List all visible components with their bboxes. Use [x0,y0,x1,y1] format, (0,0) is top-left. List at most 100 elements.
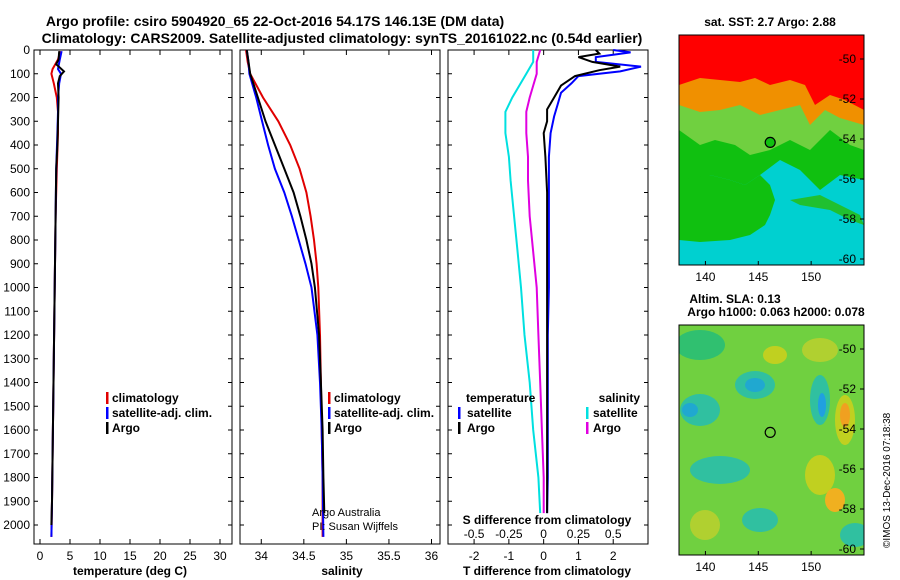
lat-tick-label: -50 [839,342,857,356]
temperature-legend: climatology satellite-adj. clim. Argo [106,391,212,435]
y-tick-label: 0 [23,43,30,57]
legend-swatch-s-satellite [586,407,589,419]
lat-tick-label: -56 [839,462,857,476]
lon-tick-label: 140 [695,560,715,574]
lat-tick-label: -54 [839,422,857,436]
x-tick-label: 34.5 [292,549,316,563]
lat-tick-label: -52 [839,92,857,106]
y-tick-label: 1400 [3,376,30,390]
sst-map: sat. SST: 2.7 Argo: 2.88 140 145 150 -50 -52… [678,15,865,284]
y-tick-label: 300 [10,114,30,128]
x-tick-label: -2 [469,549,480,563]
annotation-argo-australia: Argo Australia [312,507,381,519]
x-tick-label: -1 [504,549,515,563]
series-line [504,50,542,514]
lat-tick-label: -50 [839,52,857,66]
sla-field [679,325,864,555]
y-tick-label: 1500 [3,399,30,413]
lon-tick-label: 150 [801,560,821,574]
title-line-2: Climatology: CARS2009. Satellite-adjuste… [42,30,643,46]
legend-swatch-climatology [328,392,331,404]
legend-swatch-s-argo [586,422,589,434]
x2-tick-label: 0.25 [567,527,591,541]
salinity-legend: climatology satellite-adj. clim. Argo [328,391,434,435]
y-tick-label: 100 [10,67,30,81]
x-tick-label: 25 [183,549,197,563]
legend-title-salinity: salinity [599,391,641,405]
legend-swatch-satellite [106,407,109,419]
lat-tick-label: -58 [839,502,857,516]
sst-map-axes: 140 145 150 -50 -52 -54 -56 -58 -60 [695,52,864,284]
y-tick-label: 1900 [3,494,30,508]
x-tick-label: 36 [425,549,439,563]
imos-stamp: ©IMOS 13-Dec-2016 07:18:38 [882,412,893,548]
legend-swatch-argo [328,422,331,434]
legend-swatch-satellite [328,407,331,419]
legend-label-climatology: climatology [112,391,179,405]
sst-field [679,35,864,265]
temperature-axis-ticks: 0 5 10 15 20 25 30 [37,50,227,563]
y-tick-label: 1100 [4,304,30,318]
legend-label-t-argo: Argo [467,421,495,435]
x-tick-label: 2 [610,549,617,563]
s-difference-axis-ticks: -0.5 -0.25 0 0.25 0.5 [464,527,622,541]
legend-label-s-argo: Argo [593,421,621,435]
difference-series [504,49,642,514]
y-tick-label: 600 [10,186,30,200]
salinity-panel: 34 34.5 35 35.5 36 salinity climatology sate… [239,49,441,578]
difference-panel: -2 -1 0 1 2 -0.5 -0.25 0 0.25 0.5 S difference f… [447,49,649,578]
legend-label-argo: Argo [334,421,362,435]
legend-swatch-t-satellite [458,407,461,419]
sla-map-axes: 140 145 150 -50 -52 -54 -56 -58 -60 [695,342,864,574]
temperature-panel: 0100200300400500600700800900100011001200… [3,43,233,578]
series-line [245,49,326,514]
argo-position-marker [764,136,776,148]
sst-map-title: sat. SST: 2.7 Argo: 2.88 [704,15,836,29]
y-tick-label: 1300 [3,352,30,366]
legend-title-temperature: temperature [466,391,536,405]
y-tick-label: 200 [10,91,30,105]
series-line [50,51,66,526]
temperature-axis-label: temperature (deg C) [73,564,187,578]
lon-tick-label: 140 [695,270,715,284]
sla-map: Altim. SLA: 0.13 Argo h1000: 0.063 h2000… [678,292,865,574]
lat-tick-label: -58 [839,212,857,226]
series-line [542,49,621,514]
legend-swatch-argo [106,422,109,434]
y-tick-label: 800 [10,233,30,247]
legend-label-satellite: satellite-adj. clim. [112,406,212,420]
lat-tick-label: -60 [839,542,857,556]
y-tick-label: 2000 [3,518,30,532]
x-tick-label: 35 [340,549,354,563]
x-tick-label: 34 [255,549,269,563]
x-tick-label: 15 [123,549,137,563]
salinity-axis-ticks: 34 34.5 35 35.5 36 [240,49,440,563]
x-tick-label: 5 [67,549,74,563]
legend-label-t-satellite: satellite [467,406,512,420]
legend-label-argo: Argo [112,421,140,435]
lat-tick-label: -52 [839,382,857,396]
sla-map-title-2: Argo h1000: 0.063 h2000: 0.078 [687,305,865,319]
legend-label-satellite: satellite-adj. clim. [334,406,434,420]
y-tick-label: 900 [10,257,30,271]
y-tick-label: 700 [10,209,30,223]
argo-position-marker [764,426,776,438]
x-tick-label: 35.5 [377,549,401,563]
lon-tick-label: 145 [748,270,768,284]
difference-legend: temperature satellite Argo salinity sate… [458,391,640,435]
annotation-pi: PI: Susan Wijffels [312,521,398,533]
y-tick-label: 500 [10,162,30,176]
s-difference-axis-label: S difference from climatology [463,513,632,527]
lon-tick-label: 145 [748,560,768,574]
y-tick-label: 1000 [3,281,30,295]
lat-tick-label: -54 [839,132,857,146]
salinity-axis-label: salinity [321,564,363,578]
x-tick-label: 10 [93,549,107,563]
title-line-1: Argo profile: csiro 5904920_65 22-Oct-20… [46,13,504,29]
lat-tick-label: -60 [839,252,857,266]
series-line [525,49,545,514]
x-tick-label: 0 [37,549,44,563]
x2-tick-label: 0 [540,527,547,541]
lat-tick-label: -56 [839,172,857,186]
